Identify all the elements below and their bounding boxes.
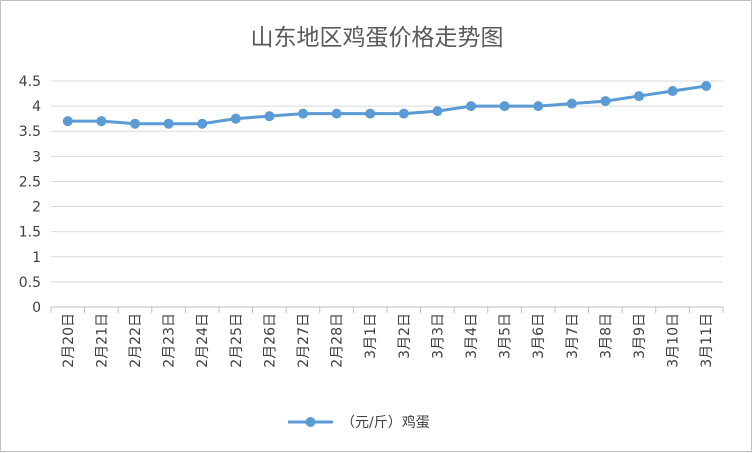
y-tick-label: 3 — [32, 149, 41, 165]
chart-title: 山东地区鸡蛋价格走势图 — [251, 25, 504, 51]
x-tick-label: 3月6日 — [531, 313, 547, 359]
y-tick-label: 2 — [32, 200, 41, 216]
data-point — [62, 116, 73, 127]
data-point — [331, 108, 342, 119]
x-tick-label: 3月10日 — [666, 313, 682, 368]
data-point — [130, 118, 140, 129]
data-point — [600, 96, 611, 107]
gridlines — [51, 80, 723, 308]
y-axis-ticks: 0 0.5 1 1.5 2 2.5 3 3.5 4 4.5 — [19, 74, 41, 316]
x-tick-label: 3月8日 — [598, 313, 614, 359]
y-tick-label: 1 — [32, 250, 41, 266]
y-tick-label: 0 — [32, 300, 41, 316]
data-point — [298, 108, 308, 119]
legend: （元/斤）鸡蛋 — [288, 414, 430, 431]
data-point — [398, 108, 409, 119]
x-axis-ticks: 2月20日 2月21日 2月22日 2月23日 2月24日 2月25日 2月26日 2月27日… — [50, 307, 724, 368]
data-point — [466, 101, 476, 112]
data-point — [533, 101, 544, 112]
legend-label: （元/斤）鸡蛋 — [341, 414, 430, 431]
x-tick-label: 2月23日 — [162, 313, 178, 368]
data-point — [163, 118, 174, 129]
y-tick-label: 4 — [32, 99, 41, 115]
data-point — [667, 86, 678, 97]
data-point — [230, 113, 241, 124]
series-layer — [62, 81, 712, 129]
x-tick-label: 2月26日 — [262, 313, 278, 368]
x-tick-label: 3月9日 — [632, 313, 648, 359]
x-tick-label: 3月7日 — [565, 313, 581, 359]
x-tick-label: 3月11日 — [699, 313, 715, 368]
y-tick-label: 2.5 — [19, 174, 41, 190]
x-tick-label: 3月1日 — [363, 313, 379, 359]
data-point — [432, 106, 443, 117]
data-point — [566, 98, 577, 109]
legend-marker-swatch — [305, 417, 316, 427]
x-tick-label: 2月27日 — [296, 313, 312, 368]
x-tick-label: 3月3日 — [430, 313, 446, 359]
series-line — [66, 84, 708, 126]
data-point — [197, 118, 208, 129]
y-tick-label: 0.5 — [19, 275, 41, 291]
y-tick-label: 3.5 — [19, 124, 41, 140]
data-point — [634, 91, 644, 102]
x-tick-label: 3月2日 — [397, 313, 413, 359]
x-tick-label: 3月5日 — [498, 313, 514, 359]
x-tick-label: 2月22日 — [128, 313, 144, 368]
data-point — [365, 108, 376, 119]
x-tick-label: 2月24日 — [195, 313, 211, 368]
x-tick-label: 2月20日 — [61, 313, 77, 368]
data-point — [499, 101, 510, 112]
data-point — [701, 81, 712, 92]
x-tick-label: 2月25日 — [229, 313, 245, 368]
data-point — [264, 111, 275, 122]
x-tick-label: 2月21日 — [94, 313, 110, 368]
y-tick-label: 1.5 — [19, 225, 41, 241]
data-point — [96, 116, 107, 127]
x-tick-label: 2月28日 — [330, 313, 346, 368]
y-tick-label: 4.5 — [19, 74, 41, 90]
x-tick-label: 3月4日 — [464, 313, 480, 359]
